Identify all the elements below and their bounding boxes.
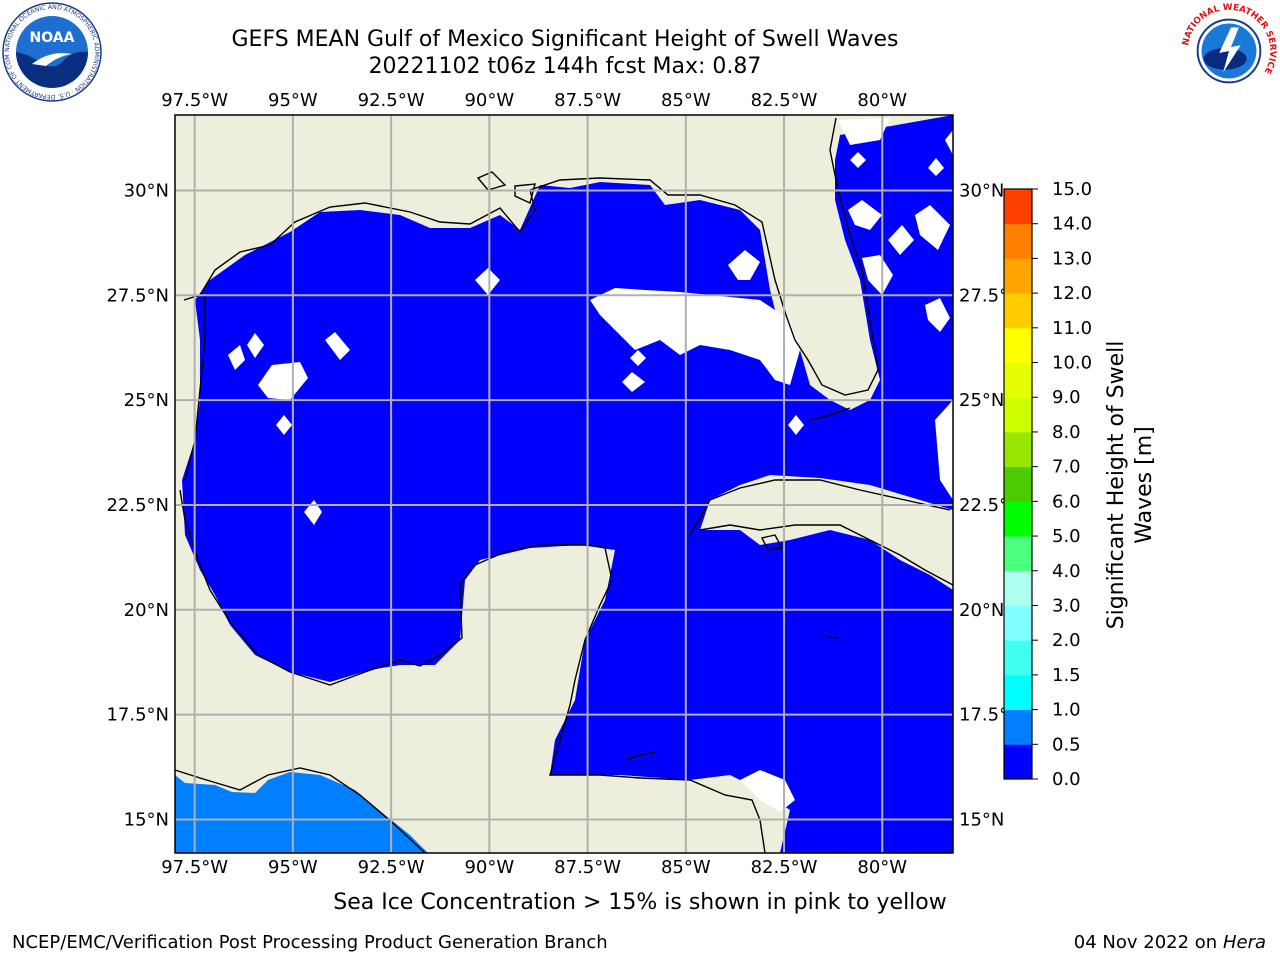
lon-label-bottom: 87.5°W: [554, 857, 621, 878]
lat-label-left: 30°N: [124, 180, 169, 201]
lon-label-bottom: 97.5°W: [161, 857, 228, 878]
colorbar-tick-label: 13.0: [1052, 248, 1092, 269]
gridlines: [175, 115, 953, 853]
colorbar: 0.0 0.5 1.0 1.5 2.0 3.0 4.0 5.0 6.0 7.0 8.0 9.0 10.0…: [1003, 179, 1092, 790]
lon-label-top: 87.5°W: [554, 90, 621, 111]
footer-date: 04 Nov 2022 on: [1073, 932, 1218, 953]
axis-labels: 97.5°W 97.5°W 95°W 95°W 92.5°W 92.5°W 90°W 90°W…: [106, 90, 1021, 878]
footer-right: 04 Nov 2022 on Hera: [1074, 932, 1266, 953]
lon-label-bottom: 82.5°W: [751, 857, 818, 878]
lon-label-bottom: 80°W: [857, 857, 907, 878]
colorbar-bin: [1004, 397, 1032, 433]
colorbar-bin: [1004, 605, 1032, 641]
map-frame: [174, 114, 954, 854]
lat-label-left: 17.5°N: [106, 705, 169, 726]
colorbar-tick-label: 0.5: [1052, 734, 1081, 755]
colorbar-tick-label: 3.0: [1052, 595, 1081, 616]
lat-label-right: 20°N: [959, 600, 1004, 621]
colorbar-bin: [1004, 709, 1032, 745]
lat-label-right: 15°N: [959, 809, 1004, 830]
no-data-patches: [228, 118, 953, 812]
colorbar-tick-label: 15.0: [1052, 179, 1092, 200]
lat-label-left: 22.5°N: [106, 495, 169, 516]
colorbar-bin: [1004, 536, 1032, 572]
colorbar-frame: [1003, 188, 1033, 780]
colorbar-bin: [1004, 640, 1032, 676]
colorbar-label-line1: Significant Height of Swell: [1104, 341, 1129, 630]
colorbar-bin: [1004, 362, 1032, 398]
colorbar-bin: [1004, 293, 1032, 329]
colorbar-bin: [1004, 431, 1032, 468]
footer-left: NCEP/EMC/Verification Post Processing Pr…: [12, 932, 608, 953]
colorbar-bin: [1004, 189, 1032, 225]
colorbar-bin: [1004, 501, 1032, 537]
colorbar-bin: [1004, 744, 1032, 780]
colorbar-tick-label: 12.0: [1052, 283, 1092, 304]
lat-label-left: 27.5°N: [106, 285, 169, 306]
lon-label-top: 90°W: [464, 90, 514, 111]
lat-label-left: 20°N: [124, 600, 169, 621]
wave-field-pacific: [175, 772, 428, 853]
nws-logo: NATIONAL WEATHER SERVICE: [1180, 3, 1277, 100]
lat-label-left: 15°N: [124, 809, 169, 830]
caption: Sea Ice Concentration > 15% is shown in …: [333, 890, 947, 915]
lon-label-bottom: 95°W: [268, 857, 318, 878]
colorbar-tick-label: 1.5: [1052, 665, 1081, 686]
lat-label-right: 25°N: [959, 390, 1004, 411]
colorbar-bin: [1004, 258, 1032, 294]
lat-label-left: 25°N: [124, 390, 169, 411]
footer-host: Hera: [1222, 932, 1266, 953]
lon-label-bottom: 85°W: [661, 857, 711, 878]
coastlines: [175, 117, 953, 853]
lon-label-bottom: 90°W: [464, 857, 514, 878]
lon-label-top: 97.5°W: [161, 90, 228, 111]
colorbar-bin: [1004, 674, 1032, 711]
colorbar-tick-label: 0.0: [1052, 769, 1081, 790]
colorbar-tick-label: 5.0: [1052, 526, 1081, 547]
colorbar-tick-label: 7.0: [1052, 457, 1081, 478]
map-title: GEFS MEAN Gulf of Mexico Significant Hei…: [231, 27, 899, 52]
colorbar-tick-label: 14.0: [1052, 214, 1092, 235]
colorbar-bin: [1004, 327, 1032, 364]
colorbar-tick-label: 11.0: [1052, 318, 1092, 339]
colorbar-tick-label: 10.0: [1052, 353, 1092, 374]
colorbar-bin: [1004, 223, 1032, 259]
lon-label-bottom: 92.5°W: [358, 857, 425, 878]
lon-label-top: 82.5°W: [751, 90, 818, 111]
lon-label-top: 80°W: [857, 90, 907, 111]
colorbar-tick-label: 1.0: [1052, 700, 1081, 721]
colorbar-label-line2: Waves [m]: [1132, 426, 1157, 543]
lon-label-top: 85°W: [661, 90, 711, 111]
colorbar-bin: [1004, 466, 1032, 502]
colorbar-tick-label: 9.0: [1052, 387, 1081, 408]
noaa-logo: NATIONAL OCEANIC AND ATMOSPHERIC ADMINIS…: [2, 2, 102, 102]
colorbar-bin: [1004, 570, 1032, 606]
colorbar-tick-label: 2.0: [1052, 630, 1081, 651]
lat-label-right: 30°N: [959, 180, 1004, 201]
colorbar-tick-label: 4.0: [1052, 561, 1081, 582]
lon-label-top: 92.5°W: [358, 90, 425, 111]
noaa-logo-text: NOAA: [30, 30, 75, 46]
lon-label-top: 95°W: [268, 90, 318, 111]
colorbar-tick-label: 8.0: [1052, 422, 1081, 443]
map-subtitle: 20221102 t06z 144h fcst Max: 0.87: [368, 54, 762, 79]
colorbar-tick-label: 6.0: [1052, 491, 1081, 512]
